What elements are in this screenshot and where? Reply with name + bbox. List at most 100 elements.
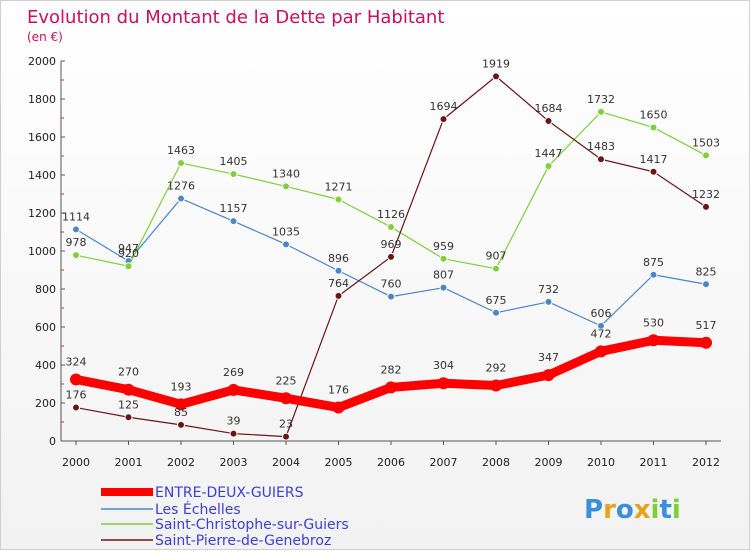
data-point <box>227 383 240 396</box>
data-label: 959 <box>433 240 454 253</box>
data-point <box>490 379 502 392</box>
data-point <box>544 162 553 171</box>
data-point <box>597 321 605 330</box>
data-point <box>387 223 395 232</box>
data-point <box>437 377 450 390</box>
data-point <box>702 151 710 160</box>
data-point <box>544 297 553 306</box>
x-tick-label: 2001 <box>115 456 143 469</box>
y-tick-label: 1600 <box>28 131 56 144</box>
x-tick-label: 2003 <box>220 456 248 469</box>
data-point <box>282 240 290 249</box>
y-tick-label: 0 <box>49 435 56 448</box>
data-label: 896 <box>328 252 349 265</box>
data-point <box>282 432 290 441</box>
legend-label: Les Échelles <box>155 501 241 518</box>
data-label: 764 <box>328 277 349 290</box>
y-tick-label: 600 <box>35 321 56 334</box>
logo-letter: i <box>672 495 681 525</box>
data-point <box>72 251 80 260</box>
data-point <box>387 292 395 301</box>
logo-letter: i <box>651 495 660 525</box>
data-label: 304 <box>433 359 454 372</box>
data-point <box>177 420 185 429</box>
data-point <box>492 264 500 273</box>
data-label: 732 <box>538 283 559 296</box>
data-label: 920 <box>118 247 139 260</box>
data-label: 270 <box>118 366 139 379</box>
data-point <box>439 254 448 263</box>
logo-letter: t <box>659 495 671 525</box>
data-label: 1405 <box>220 155 248 168</box>
data-point <box>647 334 660 347</box>
data-label: 193 <box>171 380 192 393</box>
data-label: 517 <box>696 319 717 332</box>
x-tick-label: 2006 <box>377 456 405 469</box>
data-point <box>229 170 238 179</box>
axes: 0 200 400 600 800 1000 1200 1400 1600 1800 2000 200… <box>28 55 721 469</box>
data-point <box>332 401 345 414</box>
data-label: 969 <box>381 238 402 251</box>
y-tick-label: 200 <box>35 397 56 410</box>
data-label: 269 <box>223 366 244 379</box>
x-tick-label: 2005 <box>325 456 353 469</box>
data-point <box>387 252 395 261</box>
data-label: 39 <box>227 415 241 428</box>
data-label: 1483 <box>587 140 615 153</box>
data-label: 807 <box>433 269 454 282</box>
data-point <box>177 159 185 168</box>
data-label: 1463 <box>167 144 195 157</box>
data-point <box>229 429 238 438</box>
data-point <box>177 194 185 203</box>
data-label: 1035 <box>272 225 300 238</box>
legend-label: Saint-Pierre-de-Genebroz <box>155 533 331 549</box>
y-tick-label: 1400 <box>28 169 56 182</box>
x-tick-label: 2004 <box>272 456 300 469</box>
data-point <box>122 383 135 396</box>
data-point <box>492 308 500 317</box>
data-point <box>334 291 343 300</box>
data-label: 530 <box>643 316 664 329</box>
chart-subtitle: (en €) <box>27 30 63 44</box>
y-tick-label: 800 <box>35 283 56 296</box>
x-tick-label: 2000 <box>62 456 90 469</box>
x-tick-label: 2010 <box>587 456 615 469</box>
data-point <box>439 115 448 124</box>
data-label: 907 <box>486 250 507 263</box>
data-point <box>124 262 133 271</box>
data-label: 1732 <box>587 93 615 106</box>
data-point <box>385 381 397 394</box>
data-label: 675 <box>486 294 507 307</box>
data-label: 282 <box>381 363 402 376</box>
y-tick-label: 1800 <box>28 93 56 106</box>
y-tick-label: 400 <box>35 359 56 372</box>
data-point <box>439 283 448 292</box>
data-point <box>70 373 82 386</box>
data-label: 1503 <box>692 136 720 149</box>
data-point <box>72 403 80 412</box>
data-label: 760 <box>381 278 402 291</box>
x-tick-label: 2009 <box>535 456 563 469</box>
data-label: 292 <box>486 362 507 375</box>
data-label: 1271 <box>325 181 353 194</box>
data-point <box>649 123 658 132</box>
data-label: 978 <box>66 236 87 249</box>
data-labels: 1114 947 1276 1157 1035 896 760 807 675 732 606 875… <box>62 57 720 430</box>
data-label: 85 <box>174 406 188 419</box>
data-point <box>282 182 290 191</box>
data-point <box>597 107 605 116</box>
data-label: 225 <box>276 374 297 387</box>
data-point <box>334 195 343 204</box>
legend-label: Saint-Christophe-sur-Guiers <box>155 517 349 533</box>
data-point <box>124 413 133 422</box>
data-label: 1114 <box>62 210 90 223</box>
data-label: 1447 <box>535 147 563 160</box>
data-point <box>72 225 80 234</box>
data-label: 875 <box>643 256 664 269</box>
data-label: 1919 <box>482 57 510 70</box>
y-tick-label: 1000 <box>28 245 56 258</box>
data-point <box>649 167 658 176</box>
data-point <box>702 280 710 289</box>
